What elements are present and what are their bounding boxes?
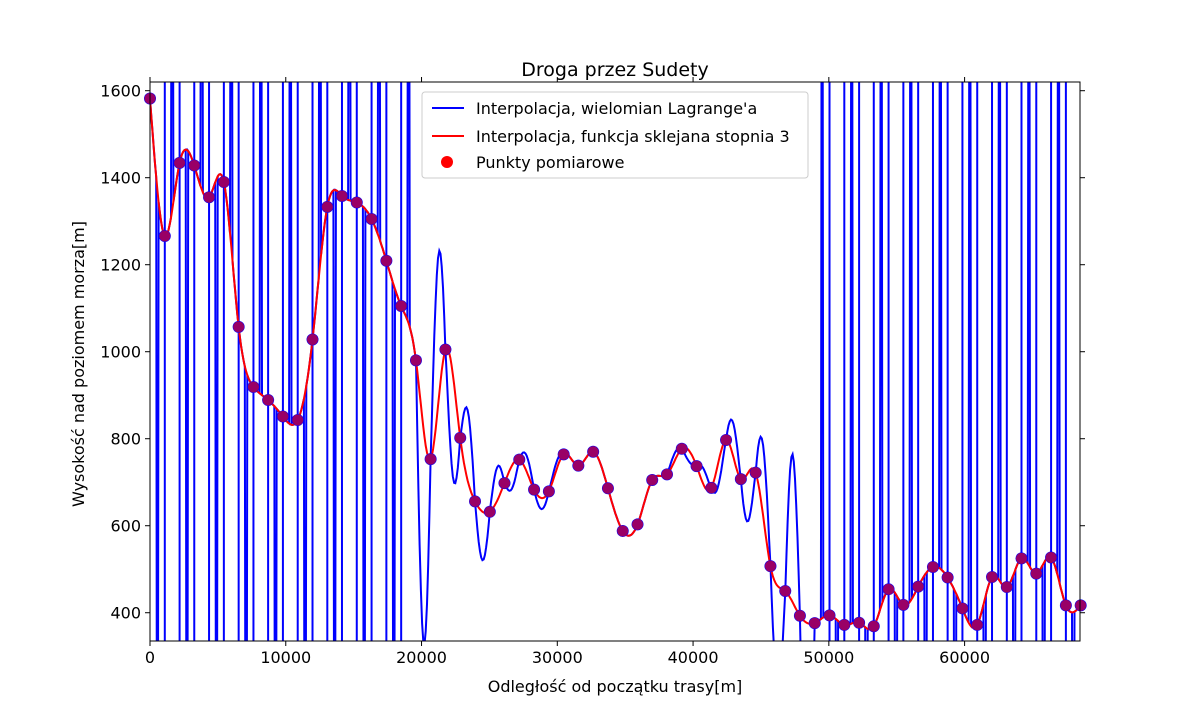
data-point <box>824 609 836 621</box>
x-tick-label: 0 <box>145 648 155 667</box>
data-point <box>513 454 525 466</box>
data-point <box>558 448 570 460</box>
lagrange-series-layer <box>150 82 1080 641</box>
data-point <box>1001 581 1013 593</box>
legend-spline-label: Interpolacja, funkcja sklejana stopnia 3 <box>476 127 790 146</box>
data-point <box>1075 599 1087 611</box>
data-point <box>986 571 998 583</box>
data-point <box>912 581 924 593</box>
data-point <box>233 321 245 333</box>
x-tick-label: 50000 <box>803 648 854 667</box>
data-point <box>705 482 717 494</box>
legend-points-label: Punkty pomiarowe <box>476 153 624 172</box>
points-layer <box>144 92 1087 633</box>
data-point <box>1015 552 1027 564</box>
data-point <box>1030 568 1042 580</box>
y-tick-label: 1000 <box>100 343 141 362</box>
data-point <box>661 468 673 480</box>
data-point <box>380 255 392 267</box>
data-point <box>395 300 407 312</box>
data-point <box>809 617 821 629</box>
legend-lagrange-label: Interpolacja, wielomian Lagrange'a <box>476 99 757 118</box>
data-point <box>868 620 880 632</box>
data-point <box>632 518 644 530</box>
ticks-layer: 0 10000 20000 30000 40000 50000 60000 400 600 800… <box>100 77 1085 667</box>
data-point <box>735 473 747 485</box>
data-point <box>188 160 200 172</box>
data-point <box>779 585 791 597</box>
data-point <box>602 482 614 494</box>
chart-title: Droga przez Sudety <box>521 59 709 81</box>
legend-box <box>421 91 809 179</box>
data-point <box>1060 599 1072 611</box>
legend-points-swatch <box>441 156 453 168</box>
data-point <box>336 190 348 202</box>
data-point <box>307 334 319 346</box>
data-point <box>750 467 762 479</box>
data-point <box>971 619 983 631</box>
data-point <box>425 453 437 465</box>
spline-line <box>150 98 1080 631</box>
data-point <box>956 602 968 614</box>
plot-frame <box>149 81 1081 642</box>
data-point <box>883 583 895 595</box>
data-point <box>292 414 304 426</box>
y-tick-label: 1400 <box>100 169 141 188</box>
data-point <box>676 443 688 455</box>
data-point <box>853 617 865 629</box>
data-point <box>159 230 171 242</box>
data-point <box>321 201 333 213</box>
x-tick-label: 30000 <box>532 648 583 667</box>
data-point <box>498 477 510 489</box>
y-tick-label: 600 <box>110 517 141 536</box>
x-tick-label: 20000 <box>396 648 447 667</box>
spline-series-layer <box>150 98 1080 631</box>
data-point <box>277 411 289 423</box>
legend: Interpolacja, wielomian Lagrange'a Inter… <box>421 91 809 179</box>
data-point <box>543 485 555 497</box>
data-point <box>572 460 584 472</box>
data-point <box>351 197 363 209</box>
data-point <box>174 157 186 169</box>
data-point <box>720 434 732 446</box>
y-tick-label: 800 <box>110 430 141 449</box>
data-point <box>897 599 909 611</box>
data-point <box>247 381 259 393</box>
data-point <box>203 191 215 203</box>
data-point <box>439 344 451 356</box>
data-point <box>617 525 629 537</box>
data-point <box>262 394 274 406</box>
x-tick-label: 10000 <box>260 648 311 667</box>
data-point <box>927 561 939 573</box>
data-point <box>528 484 540 496</box>
x-tick-label: 60000 <box>939 648 990 667</box>
data-point <box>587 446 599 458</box>
x-tick-label: 40000 <box>668 648 719 667</box>
y-axis-label: Wysokość nad poziomem morza[m] <box>69 221 88 507</box>
data-point <box>942 571 954 583</box>
data-point <box>794 610 806 622</box>
data-point <box>410 354 422 366</box>
data-point <box>484 506 496 518</box>
x-axis-label: Odległość od początku trasy[m] <box>488 677 743 696</box>
y-tick-label: 400 <box>110 604 141 623</box>
data-point <box>454 432 466 444</box>
y-tick-label: 1600 <box>100 82 141 101</box>
data-point <box>469 495 481 507</box>
data-point <box>646 474 658 486</box>
data-point <box>366 213 378 225</box>
data-point <box>218 176 230 188</box>
data-point <box>1045 551 1057 563</box>
data-point <box>691 460 703 472</box>
data-point <box>838 619 850 631</box>
y-tick-label: 1200 <box>100 256 141 275</box>
data-point <box>764 560 776 572</box>
